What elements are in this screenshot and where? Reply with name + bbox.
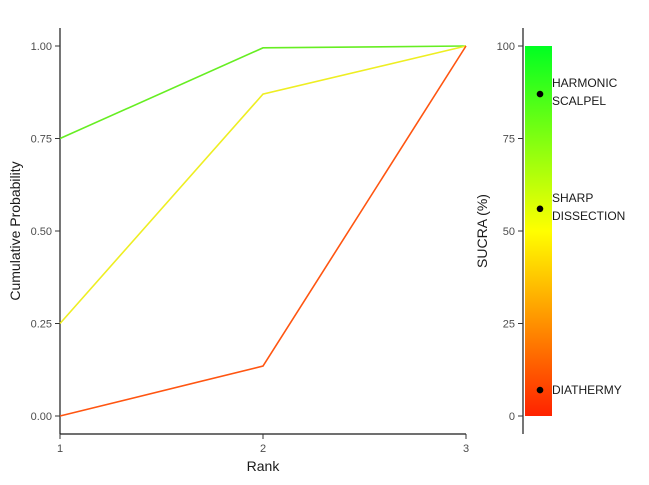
series-line-1 — [59, 45, 467, 140]
sucra-panel: 0 25 50 75 100 HARMONIC SCALPEL SHARP DISSECTIO… — [474, 28, 625, 434]
left-y-tick-label: 0.25 — [31, 319, 52, 331]
sucra-point-label: SHARP DISSECTION — [552, 191, 625, 223]
left-y-ticks: 0.00 0.25 0.50 0.75 1.00 — [31, 41, 60, 423]
right-y-axis-title: SUCRA (%) — [474, 194, 490, 268]
right-y-tick-label: 75 — [503, 134, 515, 146]
sucra-point-label: DIATHERMY — [552, 383, 622, 397]
sucra-point — [536, 205, 544, 213]
cumulative-probability-panel: 0.00 0.25 0.50 0.75 1.00 1 2 3 Rank Cumulative… — [7, 28, 469, 474]
left-x-axis-title: Rank — [247, 458, 281, 474]
left-series-lines — [59, 45, 467, 417]
left-y-tick-label: 0.00 — [31, 411, 52, 423]
left-y-axis-title: Cumulative Probability — [7, 161, 23, 300]
sucra-point-label: HARMONIC SCALPEL — [552, 76, 618, 108]
sucra-points: HARMONIC SCALPEL SHARP DISSECTION DIATHERMY — [536, 76, 625, 397]
left-x-tick-label: 1 — [57, 443, 63, 455]
series-line-2 — [59, 45, 467, 325]
left-x-tick-label: 3 — [463, 443, 469, 455]
left-y-tick-label: 0.50 — [31, 226, 52, 238]
sucra-point — [536, 386, 544, 394]
right-y-tick-label: 50 — [503, 226, 515, 238]
left-x-ticks: 1 2 3 — [57, 434, 469, 455]
sucra-gradient-bar — [525, 46, 552, 416]
right-y-tick-label: 100 — [497, 41, 515, 53]
left-y-tick-label: 0.75 — [31, 134, 52, 146]
left-y-tick-label: 1.00 — [31, 41, 52, 53]
sucra-point — [536, 90, 544, 98]
series-line-3 — [59, 45, 467, 417]
left-x-tick-label: 2 — [260, 443, 266, 455]
right-y-ticks: 0 25 50 75 100 — [497, 41, 523, 423]
right-y-tick-label: 0 — [509, 411, 515, 423]
right-y-tick-label: 25 — [503, 319, 515, 331]
